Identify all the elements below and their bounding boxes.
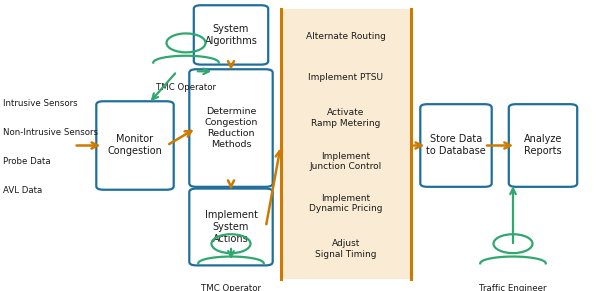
- Text: System
Algorithms: System Algorithms: [205, 24, 257, 46]
- FancyBboxPatch shape: [420, 104, 492, 187]
- FancyBboxPatch shape: [194, 5, 268, 65]
- Text: Determine
Congestion
Reduction
Methods: Determine Congestion Reduction Methods: [205, 107, 257, 149]
- Text: TMC Operator: TMC Operator: [156, 83, 216, 92]
- Text: Implement
Dynamic Pricing: Implement Dynamic Pricing: [309, 194, 383, 213]
- Text: Analyze
Reports: Analyze Reports: [524, 134, 562, 157]
- Text: Activate
Ramp Metering: Activate Ramp Metering: [311, 108, 380, 127]
- Text: Traffic Engineer: Traffic Engineer: [479, 284, 547, 291]
- FancyBboxPatch shape: [190, 69, 272, 187]
- FancyBboxPatch shape: [281, 9, 411, 279]
- FancyBboxPatch shape: [190, 189, 272, 265]
- Text: AVL Data: AVL Data: [3, 186, 42, 195]
- FancyBboxPatch shape: [509, 104, 577, 187]
- Text: Implement PTSU: Implement PTSU: [308, 73, 383, 81]
- Text: Alternate Routing: Alternate Routing: [306, 32, 386, 41]
- Text: Non-Intrusive Sensors: Non-Intrusive Sensors: [3, 128, 98, 137]
- Text: Store Data
to Database: Store Data to Database: [426, 134, 486, 157]
- Text: Adjust
Signal Timing: Adjust Signal Timing: [315, 239, 377, 258]
- Text: TMC Operator: TMC Operator: [201, 284, 261, 291]
- Text: Implement
System
Actions: Implement System Actions: [205, 210, 257, 244]
- Text: Implement
Junction Control: Implement Junction Control: [310, 152, 382, 171]
- Text: Monitor
Congestion: Monitor Congestion: [107, 134, 163, 157]
- Text: Probe Data: Probe Data: [3, 157, 50, 166]
- Text: Intrusive Sensors: Intrusive Sensors: [3, 99, 77, 108]
- FancyBboxPatch shape: [96, 101, 174, 190]
